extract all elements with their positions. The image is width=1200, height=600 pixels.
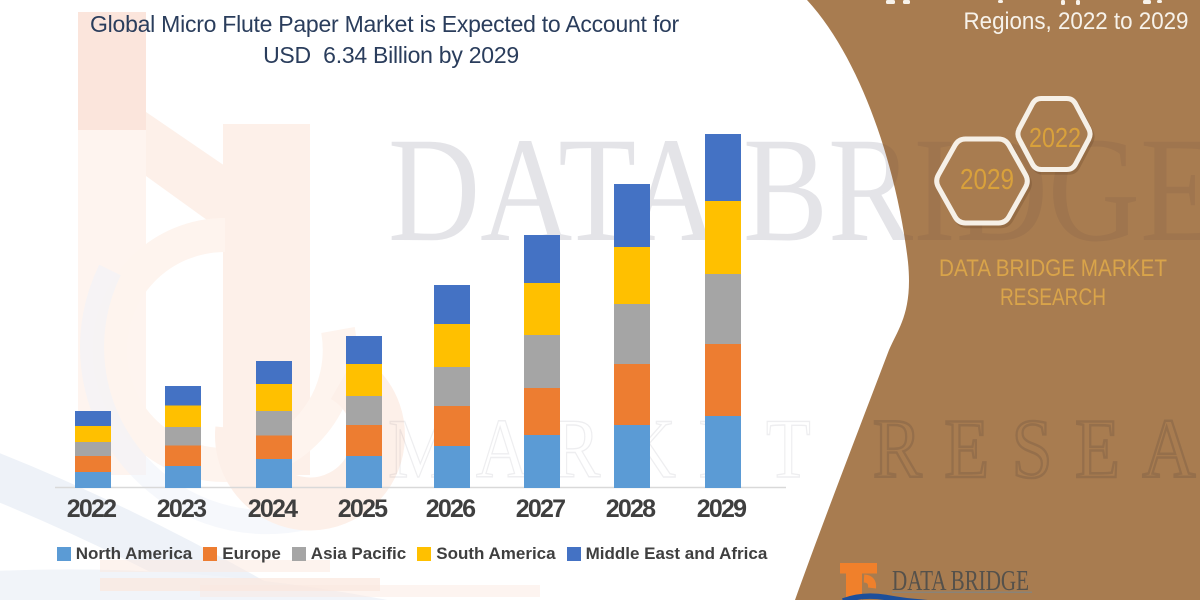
- svg-text:2022: 2022: [1029, 122, 1081, 153]
- svg-text:DATA BRIDGE MARKET: DATA BRIDGE MARKET: [939, 255, 1167, 282]
- svg-text:MARKET RESEA: MARKET RESEA: [388, 402, 1200, 496]
- svg-text:Regions, 2022 to 2029: Regions, 2022 to 2029: [964, 8, 1189, 35]
- svg-text:2029: 2029: [960, 164, 1014, 196]
- svg-text:RESEARCH: RESEARCH: [1000, 284, 1106, 311]
